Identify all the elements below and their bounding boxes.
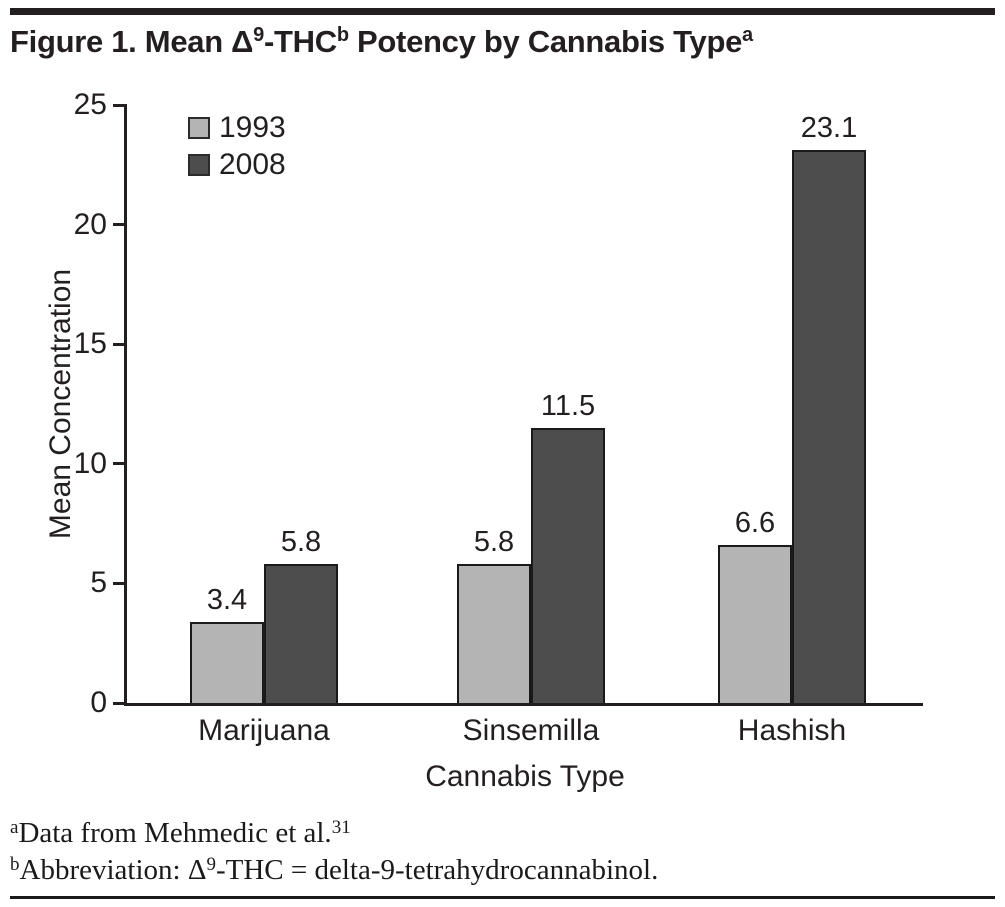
y-tick-label: 20: [73, 207, 107, 241]
y-axis-tick: [113, 701, 127, 705]
text-segment: -THC: [263, 24, 337, 59]
bar-value-label: 6.6: [734, 507, 776, 540]
footnotes: aData from Mehmedic et al.31 bAbbreviati…: [10, 815, 658, 889]
text-segment: Potency by Cannabis Type: [348, 24, 743, 59]
y-axis-tick: [113, 342, 127, 346]
superscript: a: [10, 817, 19, 838]
y-tick-label: 15: [73, 327, 107, 361]
text-segment: -THC = delta-9-tetrahydrocannabinol.: [215, 854, 659, 886]
y-tick-label: 10: [73, 446, 107, 480]
x-category-label: Marijuana: [198, 714, 330, 747]
text-segment: Data from Mehmedic et al.: [18, 817, 332, 849]
bar-value-label: 23.1: [800, 112, 858, 145]
top-rule: [10, 8, 995, 15]
text-segment: Abbreviation: Δ: [19, 854, 207, 886]
y-tick-label: 0: [90, 686, 107, 719]
bar-2008-hashish: [792, 150, 866, 705]
superscript: 9: [253, 24, 264, 46]
y-axis-line: [124, 105, 127, 706]
superscript: 9: [206, 854, 216, 875]
legend-swatch-1993: [188, 117, 210, 139]
bar-1993-sinsemilla: [457, 564, 531, 705]
bar-2008-sinsemilla: [531, 427, 605, 705]
bar-value-label: 3.4: [206, 583, 248, 616]
bar-2008-marijuana: [264, 564, 338, 705]
legend-swatch-2008: [188, 154, 210, 176]
bar-chart: Mean Concentration Cannabis Type 1993 20…: [44, 88, 923, 793]
y-tick-label: 5: [90, 566, 107, 600]
y-axis-tick: [113, 103, 127, 107]
bar-1993-marijuana: [190, 621, 264, 705]
legend: 1993 2008: [188, 112, 286, 186]
x-category-label: Sinsemilla: [462, 714, 600, 747]
footnote-a: aData from Mehmedic et al.31: [10, 815, 658, 852]
superscript: 31: [331, 817, 351, 838]
bottom-rule: [10, 896, 995, 899]
superscript: a: [742, 24, 753, 46]
superscript: b: [336, 24, 349, 46]
figure-title: Figure 1. Mean Δ9-THCb Potency by Cannab…: [10, 24, 753, 60]
x-axis-line: [124, 703, 923, 706]
footnote-b: bAbbreviation: Δ9-THC = delta-9-tetrahyd…: [10, 852, 658, 889]
text-segment: Figure 1. Mean Δ: [10, 24, 254, 59]
y-axis-tick: [113, 223, 127, 227]
y-axis-title: Mean Concentration: [44, 268, 77, 540]
y-tick-label: 25: [73, 88, 107, 121]
y-axis-tick: [113, 581, 127, 585]
x-category-label: Hashish: [737, 714, 847, 747]
x-axis-title: Cannabis Type: [425, 760, 625, 793]
superscript: b: [10, 854, 20, 875]
bar-value-label: 5.8: [280, 526, 322, 559]
bar-value-label: 11.5: [540, 389, 596, 422]
bar-value-label: 5.8: [473, 526, 515, 559]
bar-1993-hashish: [718, 545, 792, 705]
legend-item-1993: 1993: [188, 112, 286, 144]
y-axis-tick: [113, 462, 127, 466]
legend-label-1993: 1993: [219, 111, 286, 144]
legend-label-2008: 2008: [219, 148, 286, 181]
legend-item-2008: 2008: [188, 149, 286, 181]
